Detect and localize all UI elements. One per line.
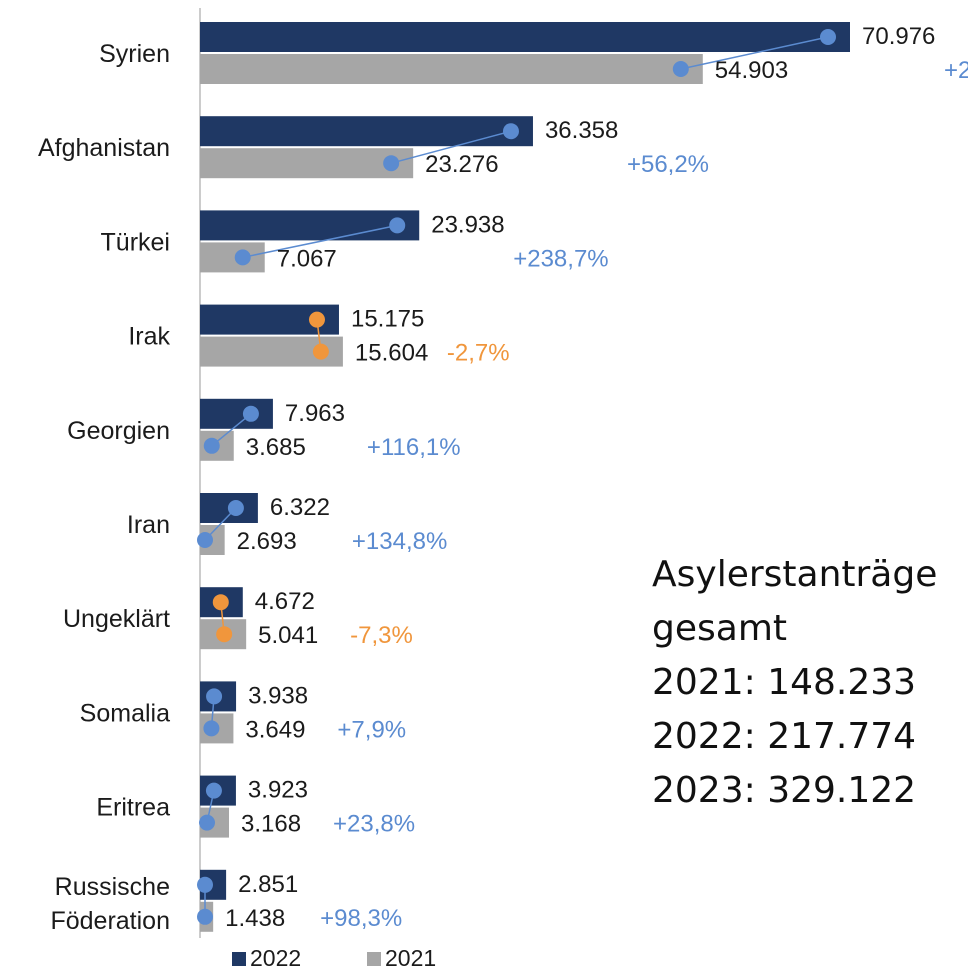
dot-2021 <box>216 626 233 643</box>
category-label: Syrien <box>99 40 170 68</box>
change-label: +134,8% <box>352 528 447 555</box>
change-label: +7,9% <box>337 716 406 743</box>
value-label-2022: 2.851 <box>238 871 298 898</box>
dot-2022 <box>242 405 259 422</box>
dot-2021 <box>203 720 220 737</box>
dot-2021 <box>383 155 400 172</box>
value-label-2021: 15.604 <box>355 340 428 367</box>
totals-title-line1: Asylerstanträge <box>652 554 938 595</box>
bar-2021 <box>200 242 265 273</box>
totals-annotation: Asylerstanträge gesamt 2021: 148.233 202… <box>652 548 962 818</box>
change-label: +56,2% <box>627 151 709 178</box>
change-label: +238,7% <box>513 245 608 272</box>
value-label-2021: 23.276 <box>425 151 498 178</box>
dot-2022 <box>227 500 244 516</box>
totals-2023: 2023: 329.122 <box>652 770 917 811</box>
change-label: +23,8% <box>333 811 415 838</box>
totals-title-line2: gesamt <box>652 608 787 649</box>
category-label: Eritrea <box>96 794 170 822</box>
dot-2022 <box>820 29 836 45</box>
value-label-2021: 7.067 <box>277 245 337 272</box>
value-label-2021: 3.685 <box>246 434 306 461</box>
change-label: +29,3% <box>944 57 968 84</box>
legend-swatch-2021 <box>367 952 381 966</box>
dot-2021 <box>199 814 216 831</box>
change-connector <box>680 36 829 70</box>
category-label: Ungeklärt <box>63 605 170 633</box>
change-connector <box>242 224 398 259</box>
dot-2021 <box>234 249 251 266</box>
bar-2022 <box>200 398 273 429</box>
dot-2021 <box>197 532 213 548</box>
category-label: Türkei <box>101 228 170 256</box>
dot-2021 <box>203 437 220 454</box>
legend-label-2021: 2021 <box>385 945 436 971</box>
value-label-2022: 3.923 <box>248 777 308 804</box>
bar-2021 <box>200 148 414 179</box>
change-connector <box>211 413 252 447</box>
value-label-2021: 3.649 <box>245 716 305 743</box>
legend-label-2022: 2022 <box>250 945 301 971</box>
category-label: Somalia <box>80 699 170 727</box>
category-label: Iran <box>127 511 170 539</box>
change-label: -7,3% <box>350 622 413 649</box>
dot-2021 <box>312 343 329 360</box>
value-label-2022: 36.358 <box>545 117 618 144</box>
bar-2022 <box>200 116 533 147</box>
totals-2021: 2021: 148.233 <box>652 662 917 703</box>
change-connector <box>390 130 512 164</box>
category-label: Föderation <box>50 907 170 935</box>
value-label-2022: 4.672 <box>255 588 315 615</box>
change-label: -2,7% <box>447 340 510 367</box>
bar-2022 <box>200 210 420 241</box>
value-label-2022: 6.322 <box>270 494 330 521</box>
dot-2022 <box>502 123 519 140</box>
value-label-2022: 15.175 <box>351 306 424 333</box>
dot-2022 <box>197 876 213 893</box>
value-label-2022: 7.963 <box>285 400 345 427</box>
change-label: +116,1% <box>367 434 461 461</box>
dot-2022 <box>212 594 229 611</box>
value-label-2022: 70.976 <box>862 23 935 50</box>
value-label-2021: 54.903 <box>715 57 788 84</box>
change-label: +98,3% <box>320 905 402 932</box>
bar-2022 <box>200 22 850 52</box>
totals-2022: 2022: 217.774 <box>652 716 917 757</box>
value-label-2022: 23.938 <box>431 211 504 238</box>
dot-2021 <box>197 908 213 925</box>
category-label: Georgien <box>67 417 170 445</box>
category-label: Irak <box>128 323 170 351</box>
category-label: Afghanistan <box>38 134 170 162</box>
value-label-2021: 2.693 <box>237 528 297 555</box>
legend-swatch-2022 <box>232 952 246 966</box>
dot-2021 <box>672 61 689 77</box>
dot-2022 <box>206 688 223 705</box>
value-label-2021: 1.438 <box>225 905 285 932</box>
value-label-2021: 5.041 <box>258 622 318 649</box>
value-label-2022: 3.938 <box>248 682 308 709</box>
dot-2022 <box>205 782 222 799</box>
bar-2021 <box>200 54 703 84</box>
category-label: Russische <box>55 873 170 901</box>
dot-2022 <box>389 217 406 234</box>
value-label-2021: 3.168 <box>241 811 301 838</box>
dot-2022 <box>308 311 325 328</box>
